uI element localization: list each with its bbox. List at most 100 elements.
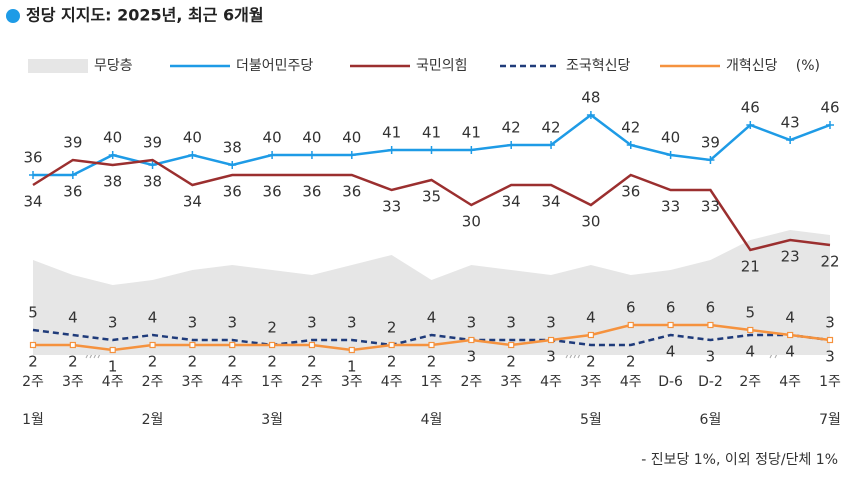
x-tick-label: D-6 (658, 374, 683, 390)
x-tick-label: 4주 (381, 374, 403, 390)
title-dot (6, 9, 20, 23)
x-tick-label: 3주 (500, 374, 522, 390)
legend-swatch (28, 59, 88, 73)
legend-label: 개혁신당 (726, 58, 778, 74)
marker (228, 161, 237, 169)
value-label: 2 (68, 353, 78, 371)
value-label: 39 (701, 134, 720, 152)
x-tick-label: 2주 (142, 374, 164, 390)
marker (586, 111, 595, 119)
marker (388, 341, 395, 349)
marker (666, 151, 675, 159)
marker (587, 331, 595, 339)
value-label: 33 (382, 198, 401, 216)
month-label: 3월 (261, 412, 283, 428)
value-label: 40 (263, 129, 282, 147)
x-tick-label: 3주 (580, 374, 602, 390)
value-label: 40 (103, 129, 122, 147)
value-label: 33 (661, 198, 680, 216)
value-label: 41 (422, 124, 441, 142)
value-label: 1 (108, 358, 118, 376)
x-tick-label: 4주 (102, 374, 124, 390)
value-label: 42 (502, 119, 521, 137)
marker (746, 121, 755, 129)
unit: (%) (796, 58, 820, 74)
marker (268, 151, 277, 159)
marker (786, 136, 795, 144)
value-label: 36 (223, 183, 242, 201)
month-label: 1월 (22, 412, 44, 428)
value-label: 40 (183, 129, 202, 147)
note: - 진보당 1%, 이외 정당/단체 1% (641, 452, 838, 468)
value-label: 4 (666, 343, 676, 361)
marker (507, 141, 516, 149)
x-tick-label: 1주 (421, 374, 443, 390)
value-label: 40 (302, 129, 321, 147)
marker (348, 346, 355, 354)
value-label: 4 (785, 309, 795, 327)
value-label: 3 (825, 314, 835, 332)
value-label: 3 (825, 348, 835, 366)
marker (148, 161, 157, 169)
value-label: 2 (267, 353, 277, 371)
value-label: 30 (581, 213, 600, 231)
value-label: 36 (302, 183, 321, 201)
value-label: 3 (307, 314, 317, 332)
value-label: 4 (68, 309, 78, 327)
value-label: 3 (546, 314, 556, 332)
marker (427, 146, 436, 154)
value-label: 2 (427, 353, 437, 371)
x-tick-label: 3주 (182, 374, 204, 390)
marker (29, 341, 37, 349)
value-label: 4 (586, 309, 596, 327)
marker (508, 341, 515, 349)
marker (428, 341, 435, 349)
value-label: 4 (785, 343, 795, 361)
x-tick-label: 4주 (221, 374, 243, 390)
value-label: 36 (621, 183, 640, 201)
value-label: 38 (103, 173, 122, 191)
marker (347, 151, 356, 159)
value-label: 2 (28, 353, 38, 371)
value-label: 2 (387, 353, 397, 371)
value-label: 2 (387, 319, 397, 337)
x-tick-label: 4주 (620, 374, 642, 390)
value-label: 46 (741, 99, 760, 117)
marker (547, 336, 555, 344)
value-label: 36 (23, 149, 42, 167)
legend-label: 국민의힘 (416, 58, 468, 74)
month-label: 6월 (700, 412, 722, 428)
marker (69, 341, 76, 349)
marker (747, 326, 754, 334)
marker (307, 151, 316, 159)
x-tick-label: D-2 (698, 374, 723, 390)
value-label: 3 (227, 314, 237, 332)
marker (269, 341, 276, 349)
value-label: 2 (267, 319, 277, 337)
value-label: 34 (542, 193, 561, 211)
month-label: 7월 (819, 412, 841, 428)
value-label: 2 (506, 353, 516, 371)
legend-label: 무당층 (94, 58, 133, 74)
month-label: 4월 (421, 412, 443, 428)
value-label: 43 (781, 114, 800, 132)
marker (826, 121, 834, 129)
marker (189, 341, 196, 349)
value-label: 3 (347, 314, 357, 332)
value-label: 39 (143, 134, 162, 152)
marker (627, 321, 634, 329)
marker (468, 336, 475, 344)
value-label: 21 (741, 258, 760, 276)
value-label: 2 (148, 353, 158, 371)
value-label: 3 (467, 348, 477, 366)
value-label: 4 (746, 343, 756, 361)
x-tick-label: 3주 (62, 374, 84, 390)
value-label: 42 (621, 119, 640, 137)
value-label: 3 (467, 314, 477, 332)
marker (68, 171, 77, 179)
value-label: 3 (188, 314, 198, 332)
value-label: 46 (820, 99, 839, 117)
marker (467, 146, 476, 154)
value-label: 34 (502, 193, 521, 211)
